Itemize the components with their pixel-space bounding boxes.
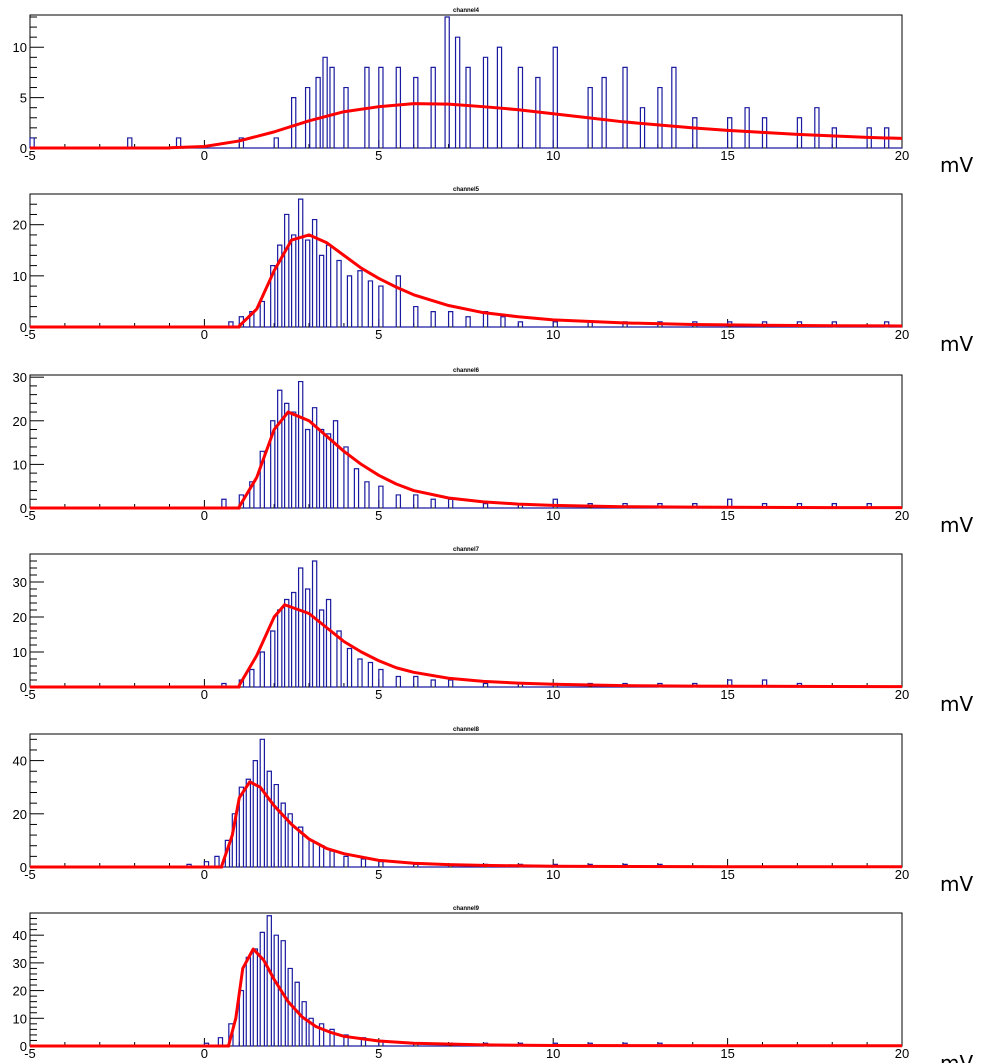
y-tick-label: 0 [20, 860, 27, 875]
fit-curve [30, 410, 902, 510]
x-tick-label: 5 [375, 867, 382, 882]
x-axis-unit: mV [940, 513, 973, 537]
y-tick-label: 0 [20, 1039, 27, 1054]
x-tick-label: 5 [375, 148, 382, 163]
x-tick-label: 5 [375, 327, 382, 342]
plot-frame [29, 733, 903, 868]
x-tick-label: 10 [546, 327, 560, 342]
x-tick-label: 5 [375, 687, 382, 702]
fit-curve [30, 603, 903, 689]
plot-frame [29, 193, 903, 328]
x-tick-label: 5 [375, 1046, 382, 1061]
x-axis-unit: mV [940, 332, 973, 356]
x-axis-unit: mV [940, 1051, 973, 1063]
y-tick-label: 30 [13, 575, 27, 590]
histogram-line [30, 560, 902, 688]
y-tick-label: 10 [13, 645, 27, 660]
x-tick-label: -5 [24, 148, 36, 163]
y-tick-label: 5 [20, 91, 27, 106]
y-tick-label: 10 [13, 457, 27, 472]
y-tick-label: 0 [20, 320, 27, 335]
x-tick-label: 15 [720, 508, 734, 523]
plot-frame [29, 912, 903, 1047]
chart-title: channel9 [453, 906, 480, 912]
fit-curve [30, 233, 903, 329]
x-tick-label: 20 [895, 327, 909, 342]
y-tick-label: 10 [13, 1011, 27, 1026]
y-tick-label: 0 [20, 680, 27, 695]
y-tick-label: 10 [13, 269, 27, 284]
x-tick-label: 20 [895, 1046, 909, 1061]
y-tick-label: 40 [13, 928, 27, 943]
y-tick-label: 20 [13, 610, 27, 625]
x-tick-label: 10 [546, 148, 560, 163]
x-tick-label: 10 [546, 687, 560, 702]
y-tick-label: 30 [13, 956, 27, 971]
histogram-line [30, 198, 902, 328]
y-tick-label: 20 [13, 807, 27, 822]
plot-frame [29, 374, 903, 509]
chart-title: channel5 [453, 187, 480, 193]
histogram-line [30, 915, 902, 1047]
y-tick-label: 0 [20, 501, 27, 516]
x-tick-label: 15 [720, 867, 734, 882]
x-tick-label: -5 [24, 327, 36, 342]
x-tick-label: 0 [201, 148, 208, 163]
x-tick-label: 15 [720, 327, 734, 342]
x-tick-label: 0 [201, 327, 208, 342]
chart-title: channel7 [453, 547, 480, 553]
y-tick-label: 30 [13, 370, 27, 385]
chart-title: channel4 [453, 8, 480, 14]
x-tick-label: 0 [201, 867, 208, 882]
x-tick-label: 10 [546, 508, 560, 523]
x-tick-label: 15 [720, 1046, 734, 1061]
x-tick-label: -5 [24, 508, 36, 523]
histogram-line [30, 380, 902, 509]
x-tick-label: 5 [375, 508, 382, 523]
y-tick-label: 20 [13, 984, 27, 999]
x-tick-label: -5 [24, 867, 36, 882]
histogram-line [30, 738, 902, 868]
x-axis-unit: mV [940, 692, 973, 716]
x-tick-label: 15 [720, 148, 734, 163]
y-tick-label: 40 [13, 754, 27, 769]
x-tick-label: 20 [895, 508, 909, 523]
chart-title: channel8 [453, 727, 480, 733]
x-axis-unit: mV [940, 153, 973, 177]
histogram-line [29, 16, 902, 149]
x-tick-label: 10 [546, 867, 560, 882]
x-tick-label: -5 [24, 1046, 36, 1061]
chart-title: channel6 [453, 368, 480, 374]
x-tick-label: 20 [895, 148, 909, 163]
fit-curve [30, 947, 902, 1048]
fit-curve [30, 102, 903, 150]
y-tick-label: 20 [13, 218, 27, 233]
x-tick-label: -5 [24, 687, 36, 702]
x-tick-label: 0 [201, 508, 208, 523]
x-tick-label: 10 [546, 1046, 560, 1061]
x-tick-label: 0 [201, 687, 208, 702]
x-tick-label: 0 [201, 1046, 208, 1061]
y-tick-label: 10 [13, 40, 27, 55]
x-tick-label: 15 [720, 687, 734, 702]
fit-curve [30, 780, 902, 869]
y-tick-label: 20 [13, 414, 27, 429]
x-tick-label: 20 [895, 867, 909, 882]
plot-frame [29, 553, 903, 688]
x-tick-label: 20 [895, 687, 909, 702]
y-tick-label: 0 [20, 141, 27, 156]
x-axis-unit: mV [940, 872, 973, 896]
